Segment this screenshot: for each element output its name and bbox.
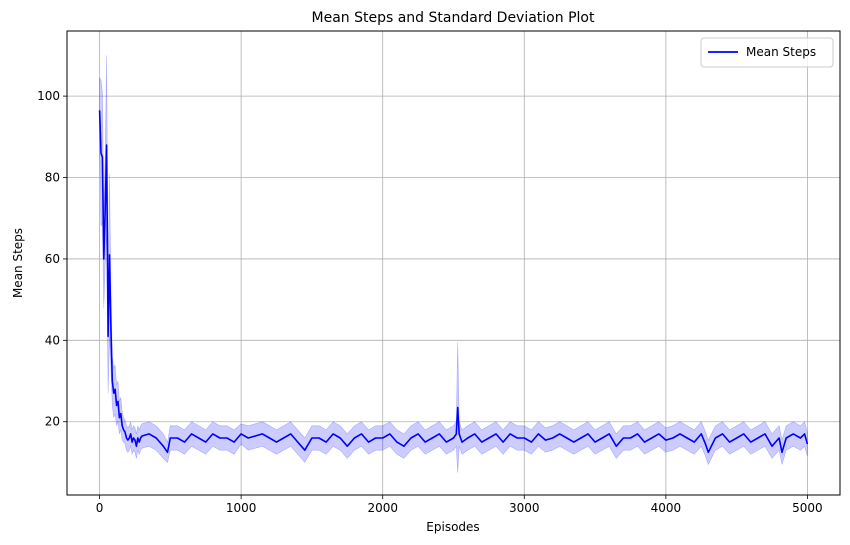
x-axis: 0 1000 2000 3000 4000 5000 — [96, 495, 823, 515]
series-line — [98, 110, 809, 454]
plot-frame — [66, 30, 841, 496]
y-tick-label: 60 — [45, 252, 60, 266]
y-tick-label: 20 — [45, 415, 60, 429]
y-axis: 20 40 60 80 100 — [37, 89, 67, 429]
x-tick-label: 3000 — [509, 501, 540, 515]
grid — [67, 31, 840, 495]
x-tick-label: 1000 — [226, 501, 257, 515]
line-layer — [98, 110, 809, 454]
chart-title: Mean Steps and Standard Deviation Plot — [312, 10, 595, 26]
legend: Mean Steps — [700, 37, 834, 68]
x-tick-label: 5000 — [792, 501, 823, 515]
y-tick-label: 80 — [45, 171, 60, 185]
x-axis-label: Episodes — [426, 520, 479, 534]
x-tick-label: 4000 — [651, 501, 682, 515]
x-tick-label: 2000 — [367, 501, 398, 515]
y-tick-label: 100 — [37, 89, 60, 103]
legend-label: Mean Steps — [746, 45, 816, 59]
y-axis-label: Mean Steps — [11, 228, 25, 298]
std-band — [99, 55, 808, 473]
legend-box — [700, 37, 834, 68]
y-tick-label: 40 — [45, 333, 60, 347]
x-tick-label: 0 — [96, 501, 104, 515]
std-band-layer — [99, 55, 808, 473]
